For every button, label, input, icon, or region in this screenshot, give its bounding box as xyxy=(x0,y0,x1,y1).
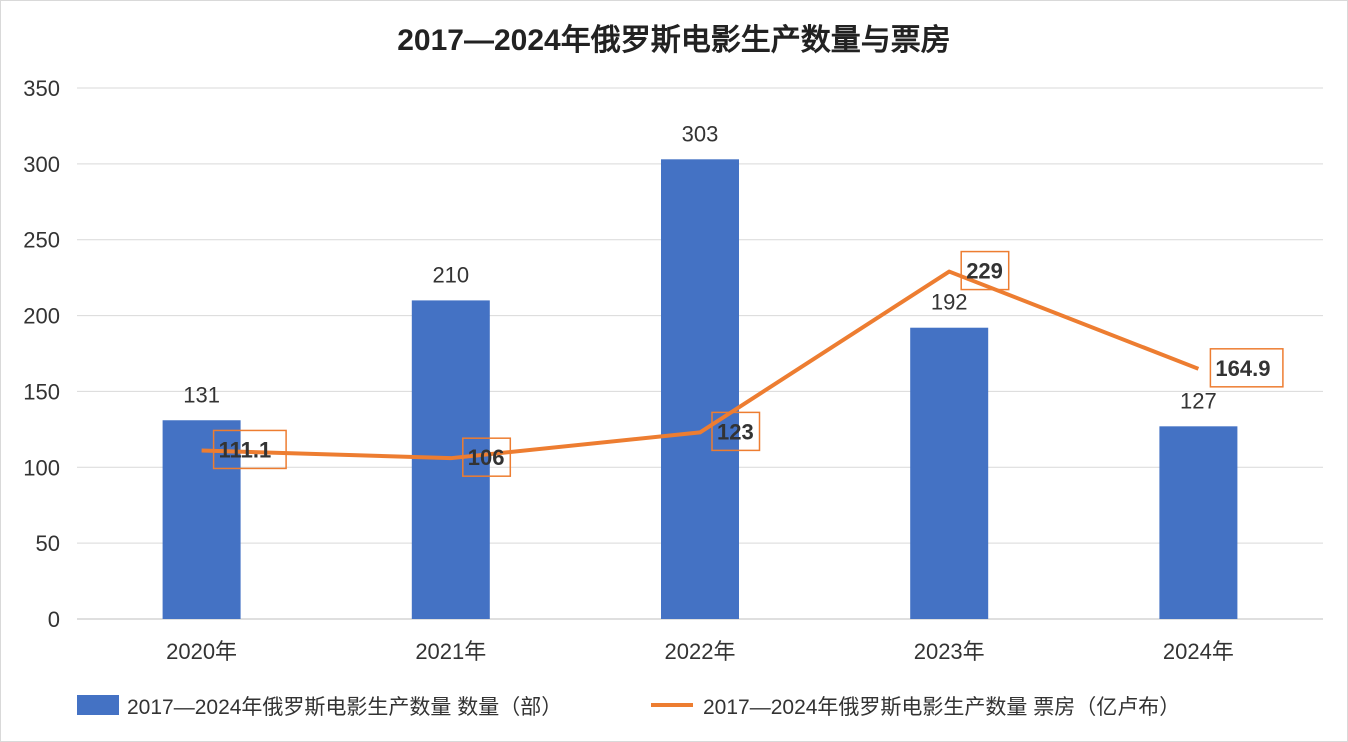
bar-value-label: 303 xyxy=(682,121,719,146)
line-value-label: 164.9 xyxy=(1215,356,1270,381)
x-axis-categories: 2020年 2021年 2022年 2023年 2024年 xyxy=(166,639,1234,664)
y-tick-label: 300 xyxy=(23,152,60,177)
y-tick-label: 0 xyxy=(48,607,60,632)
y-tick-label: 50 xyxy=(36,531,60,556)
line-label-box xyxy=(1209,348,1284,388)
y-tick-label: 350 xyxy=(23,76,60,101)
bar-data-labels: 131 210 303 192 127 xyxy=(183,121,1217,413)
chart-title: 2017—2024年俄罗斯电影生产数量与票房 xyxy=(397,24,950,57)
line-value-label: 229 xyxy=(966,259,1003,284)
bar-value-label: 192 xyxy=(931,290,968,315)
legend: 2017—2024年俄罗斯电影生产数量 数量（部） 2017—2024年俄罗斯电… xyxy=(77,695,1180,719)
bar xyxy=(661,159,739,619)
x-category-label: 2023年 xyxy=(914,639,985,664)
line-value-label: 106 xyxy=(468,445,505,470)
bar xyxy=(162,420,241,619)
x-category-label: 2021年 xyxy=(415,639,486,664)
y-tick-label: 100 xyxy=(23,455,60,480)
legend-swatch-bar xyxy=(77,695,119,715)
legend-label-line: 2017—2024年俄罗斯电影生产数量 票房（亿卢布） xyxy=(703,696,1180,719)
y-axis-ticks: 0 50 100 150 200 250 300 350 xyxy=(23,76,60,632)
y-tick-label: 200 xyxy=(23,304,60,329)
line-value-label: 123 xyxy=(717,419,754,444)
line-label-box xyxy=(960,250,1010,291)
bar-value-label: 210 xyxy=(432,262,469,287)
x-category-label: 2022年 xyxy=(665,639,736,664)
x-category-label: 2024年 xyxy=(1163,639,1234,664)
bar-series xyxy=(162,159,1238,619)
bar-value-label: 127 xyxy=(1180,388,1217,413)
line-series xyxy=(201,269,1200,461)
y-tick-label: 250 xyxy=(23,228,60,253)
bar xyxy=(1159,426,1238,619)
line-label-box xyxy=(462,437,512,477)
x-category-label: 2020年 xyxy=(166,639,237,664)
line-label-box xyxy=(711,411,761,452)
y-tick-label: 150 xyxy=(23,379,60,404)
line-label-box xyxy=(212,429,287,470)
line-value-label: 111.1 xyxy=(219,437,272,462)
bar-value-label: 131 xyxy=(183,382,220,407)
line-data-labels: 111.1 106 123 229 164.9 xyxy=(212,250,1284,477)
bar xyxy=(910,327,989,619)
legend-label-bar: 2017—2024年俄罗斯电影生产数量 数量（部） xyxy=(127,696,562,719)
